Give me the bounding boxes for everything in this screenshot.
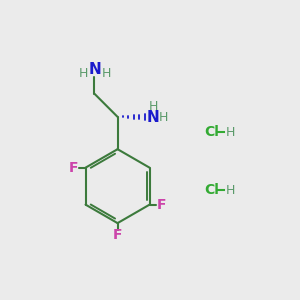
Text: F: F — [157, 198, 167, 212]
Text: H: H — [159, 111, 168, 124]
Text: H: H — [226, 184, 236, 196]
Text: H: H — [148, 100, 158, 113]
Text: H: H — [102, 67, 112, 80]
Text: Cl: Cl — [204, 183, 219, 197]
Text: Cl: Cl — [204, 125, 219, 139]
Text: H: H — [226, 126, 236, 139]
Text: N: N — [147, 110, 159, 125]
Text: H: H — [79, 67, 88, 80]
Text: F: F — [68, 161, 78, 175]
Text: F: F — [113, 228, 122, 242]
Text: N: N — [89, 61, 102, 76]
